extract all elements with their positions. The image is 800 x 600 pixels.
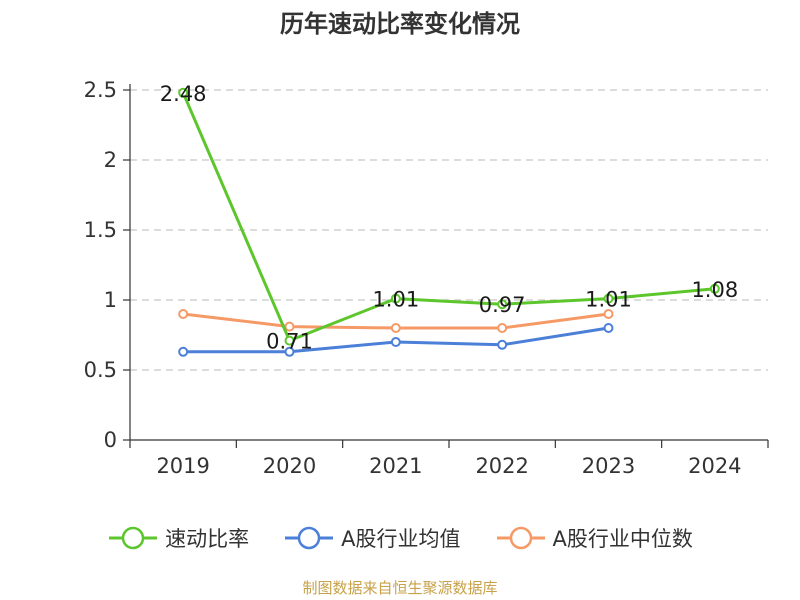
data-point — [603, 323, 614, 333]
y-tick-label: 2.5 — [84, 78, 117, 102]
data-point — [178, 87, 189, 98]
legend-label: 速动比率 — [165, 527, 250, 551]
y-tick-label: 0 — [104, 428, 117, 452]
line-chart: 0 0.5 1 1.5 2 2.5 2019 2020 2021 2022 2023 2024 2.48… — [84, 78, 769, 478]
data-point — [603, 293, 614, 304]
x-tick-label: 2024 — [688, 454, 741, 478]
y-tick-label: 2 — [104, 148, 117, 172]
legend-line-marker-icon — [285, 526, 334, 550]
data-point — [178, 309, 189, 319]
x-tick-label: 2023 — [582, 454, 635, 478]
legend-label: A股行业中位数 — [552, 527, 693, 551]
data-point — [284, 335, 295, 346]
x-tick-label: 2020 — [263, 454, 316, 478]
chart-legend: 速动比率 A股行业均值 A股行业中位数 — [0, 520, 800, 556]
legend-label: A股行业均值 — [341, 527, 461, 551]
legend-item[interactable]: A股行业中位数 — [495, 523, 693, 553]
data-source-note: 制图数据来自恒生聚源数据库 — [302, 579, 498, 597]
chart-title: 历年速动比率变化情况 — [280, 10, 520, 38]
data-point — [497, 339, 508, 350]
data-label: 2.48 — [160, 82, 207, 106]
data-point — [709, 283, 720, 294]
data-point — [497, 299, 508, 310]
data-label: 0.97 — [479, 293, 526, 317]
data-label: 1.08 — [691, 278, 738, 302]
data-point — [284, 321, 295, 332]
data-point — [178, 346, 189, 357]
legend-item[interactable]: 速动比率 — [107, 523, 249, 553]
y-tick-label: 1 — [104, 288, 117, 312]
y-tick-label: 0.5 — [84, 358, 117, 382]
legend-line-marker-icon — [496, 526, 545, 550]
series-line-速动比率 — [181, 91, 717, 343]
data-point — [603, 309, 614, 319]
data-label: 1.01 — [585, 288, 632, 312]
data-point — [284, 346, 295, 357]
data-point — [497, 323, 508, 333]
x-tick-label: 2022 — [475, 454, 528, 478]
legend-line-marker-icon — [109, 526, 158, 550]
data-label: 0.71 — [266, 330, 313, 354]
data-point — [390, 293, 401, 304]
data-label: 1.01 — [372, 288, 419, 312]
x-tick-label: 2021 — [369, 454, 422, 478]
legend-item[interactable]: A股行业均值 — [283, 523, 461, 553]
data-point — [390, 323, 401, 333]
data-point — [390, 337, 401, 347]
x-tick-label: 2019 — [156, 454, 209, 478]
y-tick-label: 1.5 — [84, 218, 117, 242]
